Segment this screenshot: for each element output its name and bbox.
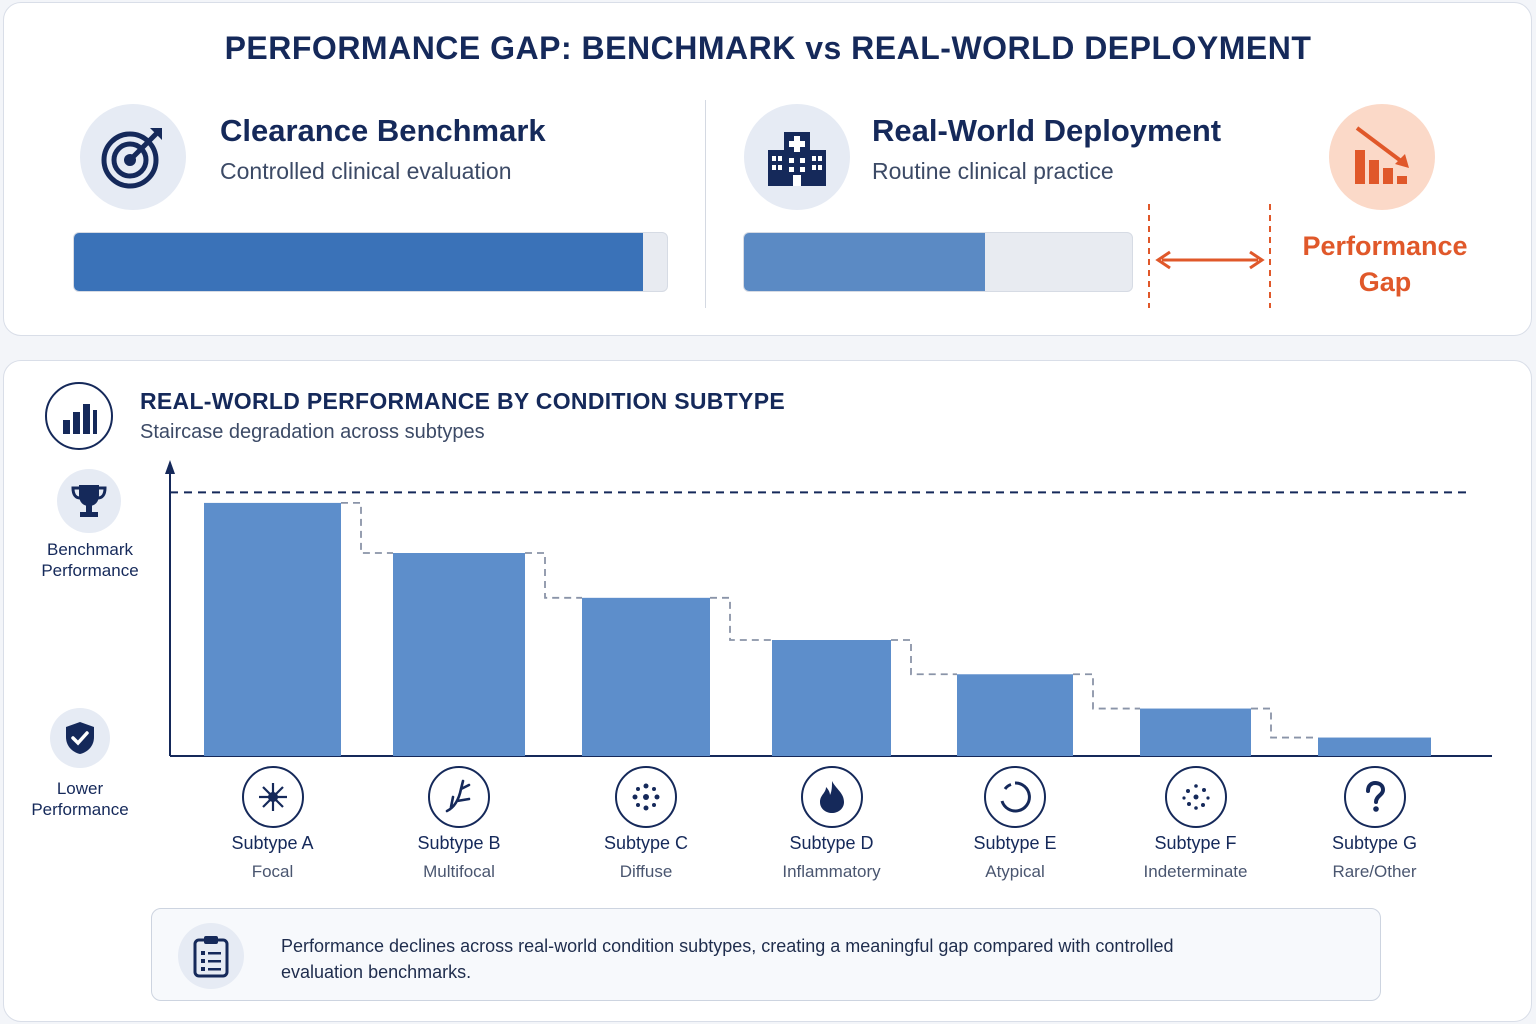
category-label: Subtype C	[603, 833, 689, 853]
category-descriptor: Diffuse	[619, 862, 673, 881]
category-descriptor: Focal	[251, 862, 294, 881]
category-label: Subtype E	[973, 833, 1057, 853]
bar-subtype-d	[772, 640, 891, 756]
category-label: Subtype A	[231, 833, 314, 853]
category-label: Subtype F	[1154, 833, 1237, 853]
category-descriptor: Atypical	[985, 862, 1045, 881]
section-title: REAL-WORLD PERFORMANCE BY CONDITION SUBT…	[140, 388, 785, 414]
bar-subtype-a	[204, 502, 341, 756]
gap-label-line1: Performance	[1302, 231, 1468, 261]
bar-chart-icon	[45, 382, 113, 450]
clipboard-icon	[178, 923, 244, 989]
bar-subtype-b	[393, 553, 525, 756]
category-descriptor: Inflammatory	[782, 862, 881, 881]
shield-check-icon	[50, 708, 110, 768]
diffuse-dots-icon	[615, 766, 677, 828]
summary-note: Performance declines across real-world c…	[151, 908, 1381, 1001]
benchmark-title: Clearance Benchmark	[220, 113, 546, 148]
declining-chart-icon	[1329, 104, 1435, 210]
gap-label-line2: Gap	[1358, 267, 1412, 297]
benchmark-axis-label-line2: Performance	[41, 561, 139, 580]
benchmark-axis-label: Benchmark Performance	[22, 539, 158, 581]
hospital-icon	[744, 104, 850, 210]
benchmark-bar-fill	[74, 233, 644, 291]
section-subtitle: Staircase degradation across subtypes	[140, 421, 485, 443]
summary-note-text: Performance declines across real-world c…	[281, 936, 1174, 982]
bar-subtype-e	[957, 674, 1073, 756]
category-descriptor: Multifocal	[423, 862, 495, 881]
bar-subtype-g	[1318, 737, 1431, 756]
bar-subtype-f	[1140, 708, 1251, 756]
bar-subtype-c	[582, 597, 710, 756]
target-icon	[80, 104, 186, 210]
category-label: Subtype G	[1331, 833, 1418, 853]
benchmark-axis-label-line1: Benchmark	[47, 540, 133, 559]
lower-axis-label: Lower Performance	[12, 778, 148, 820]
benchmark-bar-track	[73, 232, 668, 292]
focal-icon	[241, 766, 304, 828]
atypical-ring-icon	[984, 766, 1046, 828]
lower-axis-label-line2: Performance	[31, 800, 129, 819]
category-descriptor: Indeterminate	[1143, 862, 1248, 881]
page-title: PERFORMANCE GAP: BENCHMARK vs REAL-WORLD…	[224, 30, 1312, 66]
category-label: Subtype D	[789, 833, 874, 853]
category-label: Subtype B	[417, 833, 501, 853]
deployment-bar-fill	[744, 233, 985, 291]
multifocal-branch-icon	[428, 766, 490, 828]
question-mark-icon	[1343, 766, 1406, 828]
flame-icon	[800, 766, 863, 828]
scattered-dots-icon	[1164, 766, 1227, 828]
staircase-connector	[341, 502, 1318, 739]
category-descriptor: Rare/Other	[1332, 862, 1417, 881]
y-axis-arrow	[165, 460, 175, 474]
section-divider	[705, 100, 706, 308]
gap-arrow	[1148, 204, 1271, 308]
trophy-icon	[57, 469, 121, 533]
gap-label: Performance Gap	[1290, 228, 1480, 300]
deployment-title: Real-World Deployment	[872, 113, 1222, 148]
benchmark-subtitle: Controlled clinical evaluation	[220, 158, 512, 184]
deployment-bar-track	[743, 232, 1133, 292]
lower-axis-label-line1: Lower	[56, 779, 104, 798]
deployment-subtitle: Routine clinical practice	[872, 158, 1114, 184]
